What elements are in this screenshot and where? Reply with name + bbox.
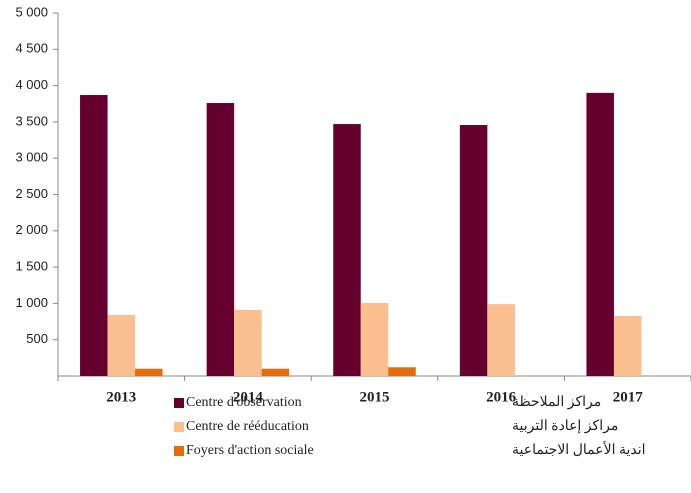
y-tick-label: 500 (26, 331, 48, 346)
bar (613, 316, 642, 376)
y-tick-label: 1 000 (15, 295, 48, 310)
bar (261, 368, 290, 376)
bar (333, 124, 361, 376)
bar (586, 92, 614, 377)
legend-label: Centre d'observation (186, 395, 302, 410)
legend-label-ar: مراكز إعادة التربية (512, 419, 618, 434)
x-tick-label: 2015 (360, 389, 390, 405)
bar (107, 315, 136, 376)
y-tick-label: 5 000 (15, 4, 48, 19)
legend-swatch (174, 446, 184, 456)
y-tick-label: 3 000 (15, 150, 48, 165)
y-tick-label: 1 500 (15, 259, 48, 274)
bar (459, 125, 488, 377)
bar (234, 309, 262, 376)
y-tick-label: 2 500 (15, 186, 48, 201)
x-tick-label: 2013 (106, 389, 136, 405)
bar (206, 103, 235, 377)
bar (388, 367, 416, 376)
legend-label-ar: اندية الأعمال الاجتماعية (512, 440, 646, 458)
bar (487, 304, 515, 376)
y-tick-label: 4 000 (15, 77, 48, 92)
x-tick-label: 2017 (613, 389, 644, 405)
bar (360, 303, 389, 376)
legend-swatch (174, 422, 184, 432)
y-tick-label: 4 500 (15, 41, 48, 56)
legend-label: Centre de rééducation (186, 419, 309, 434)
legend-swatch (174, 398, 184, 408)
legend-label: Foyers d'action sociale (186, 443, 314, 458)
legend-label-ar: مراكز الملاحظة (512, 395, 601, 410)
bar (80, 95, 108, 377)
x-tick-label: 2016 (486, 389, 517, 405)
y-tick-label: 2 000 (15, 222, 48, 237)
bar (135, 368, 163, 376)
y-tick-label: 3 500 (15, 113, 48, 128)
x-tick-label: 2014 (233, 389, 264, 405)
